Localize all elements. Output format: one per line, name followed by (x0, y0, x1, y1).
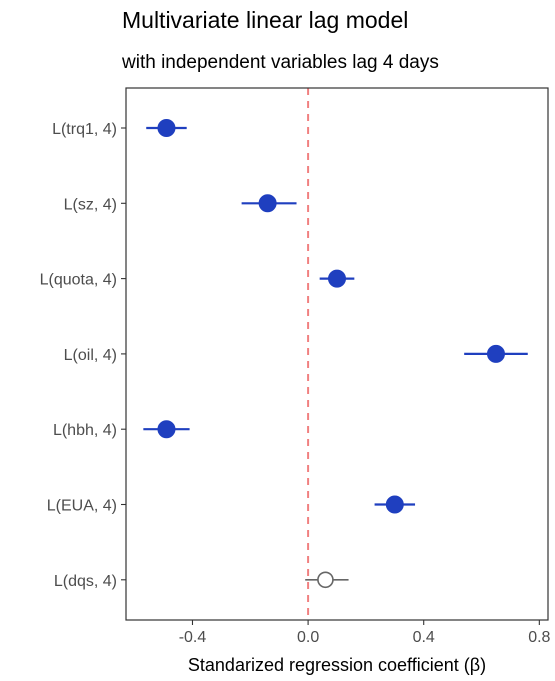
coefficient-point-7 (305, 571, 349, 589)
point-estimate-marker (328, 269, 346, 288)
coefficient-point-6 (374, 495, 416, 514)
x-axis-tick-label: 0.0 (297, 629, 319, 646)
coefficient-point-4 (464, 344, 528, 363)
coefficient-point-5 (143, 420, 190, 439)
plot-panel-border (125, 87, 549, 621)
coefficient-point-2 (241, 194, 297, 213)
point-estimate-marker (157, 420, 176, 439)
coefficient-point-3 (319, 269, 355, 288)
y-axis-tick-label: L(hbh, 4) (53, 422, 117, 439)
y-axis-tick-label: L(dqs, 4) (54, 573, 117, 590)
point-estimate-marker (157, 119, 176, 137)
chart-title: Multivariate linear lag model (122, 7, 408, 33)
chart-subtitle: with independent variables lag 4 days (121, 52, 439, 73)
data-marks-layer (143, 119, 528, 589)
x-axis-title: Standarized regression coefficient (β) (188, 655, 486, 675)
x-axis-tick-label: 0.8 (528, 629, 550, 646)
y-axis-tick-label: L(sz, 4) (64, 196, 117, 213)
y-axis-tick-label: L(quota, 4) (40, 272, 117, 289)
axes-layer: L(trq1, 4) L(sz, 4) L(quota, 4) L(oil, 4) L(… (40, 121, 551, 646)
coefficient-point-1 (146, 119, 187, 137)
point-estimate-marker (385, 495, 404, 514)
y-axis-tick-label: L(EUA, 4) (47, 498, 117, 515)
y-axis-tick-label: L(oil, 4) (64, 347, 117, 364)
point-estimate-marker (317, 571, 334, 589)
point-estimate-marker (258, 194, 277, 213)
x-axis-tick-label: -0.4 (179, 629, 207, 646)
point-estimate-marker (486, 344, 505, 363)
x-axis-tick-label: 0.4 (413, 629, 435, 646)
y-axis-tick-label: L(trq1, 4) (52, 121, 117, 138)
